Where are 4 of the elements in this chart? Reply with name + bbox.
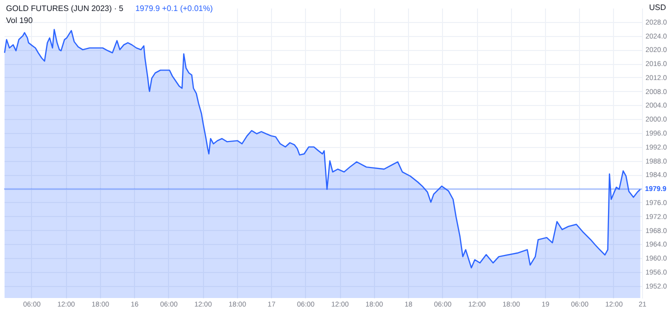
text: USD (649, 3, 666, 12)
annotation: Vol 190 (6, 16, 33, 25)
chart-title: GOLD FUTURES (JUN 2023) · 5 (6, 4, 124, 13)
chart-subtitle: 1979.9 +0.1 (+0.01%) (135, 4, 213, 13)
